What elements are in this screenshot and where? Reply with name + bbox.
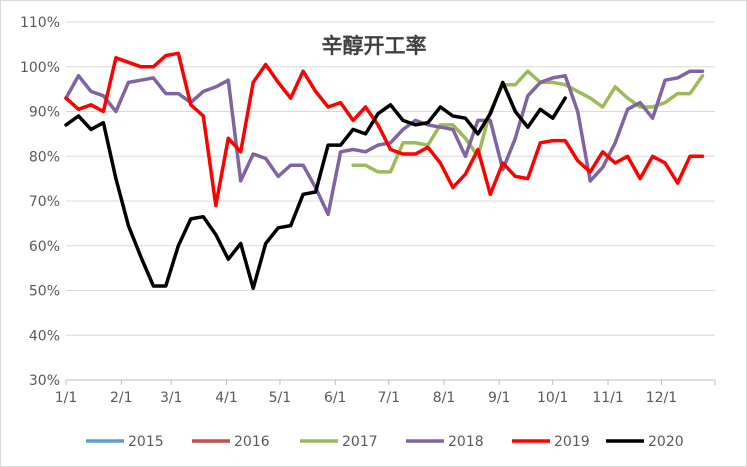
- x-tick-label: 6/1: [324, 390, 347, 406]
- x-tick-label: 7/1: [377, 390, 400, 406]
- x-tick-label: 4/1: [215, 390, 238, 406]
- legend: 2015 2016 2017 2018 2019 2020: [86, 434, 684, 450]
- series-lines: [64, 51, 705, 291]
- legend-label-2017: 2017: [342, 434, 378, 450]
- legend-label-2020: 2020: [648, 434, 684, 450]
- y-tick-label: 40%: [29, 328, 60, 344]
- x-tick-label: 8/1: [433, 390, 456, 406]
- y-tick-label: 90%: [29, 105, 60, 121]
- x-tick-label: 3/1: [160, 390, 183, 406]
- legend-label-2016: 2016: [234, 434, 270, 450]
- series-line-2018: [64, 69, 705, 217]
- legend-label-2019: 2019: [554, 434, 590, 450]
- x-tick-label: 12/1: [646, 390, 677, 406]
- series-line-2019: [64, 51, 705, 208]
- x-axis: [65, 379, 716, 385]
- gridlines: [66, 21, 715, 336]
- x-tick-label: 11/1: [592, 390, 623, 406]
- x-tick-label: 9/1: [488, 390, 511, 406]
- y-axis-tick-labels: 30% 40% 50% 60% 70% 80% 90% 100% 110%: [20, 15, 60, 389]
- x-tick-label: 10/1: [537, 390, 568, 406]
- y-tick-label: 100%: [20, 60, 60, 76]
- legend-label-2018: 2018: [448, 434, 484, 450]
- legend-label-2015: 2015: [128, 434, 164, 450]
- y-tick-label: 60%: [29, 239, 60, 255]
- y-tick-label: 80%: [29, 149, 60, 165]
- y-tick-label: 30%: [29, 373, 60, 389]
- series-line-2020: [64, 80, 567, 291]
- x-tick-label: 1/1: [55, 390, 78, 406]
- y-tick-label: 50%: [29, 284, 60, 300]
- x-tick-label: 2/1: [110, 390, 133, 406]
- x-tick-label: 5/1: [269, 390, 292, 406]
- chart-title: 辛醇开工率: [322, 33, 427, 58]
- y-tick-label: 70%: [29, 194, 60, 210]
- y-tick-label: 110%: [20, 15, 60, 31]
- x-axis-tick-labels: 1/1 2/1 3/1 4/1 5/1 6/1 7/1 8/1 9/1 10/1 11/1 12/1: [55, 390, 677, 406]
